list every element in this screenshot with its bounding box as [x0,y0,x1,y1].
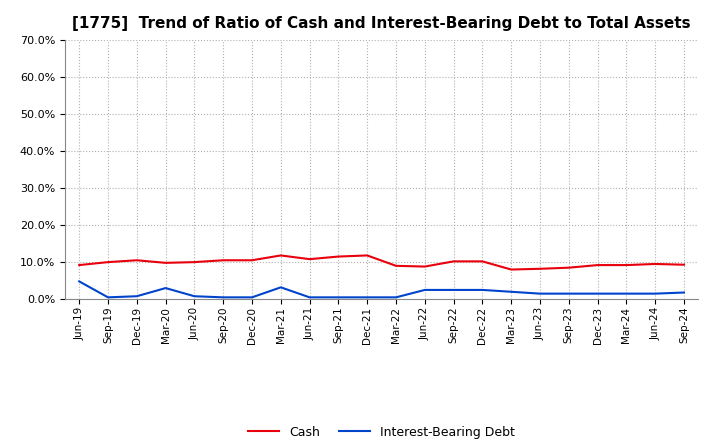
Interest-Bearing Debt [276,285,285,290]
Cash [161,260,170,265]
Interest-Bearing Debt [363,295,372,300]
Legend: Cash, Interest-Bearing Debt: Cash, Interest-Bearing Debt [243,421,520,440]
Cash [363,253,372,258]
Cash [420,264,429,269]
Interest-Bearing Debt [622,291,631,296]
Interest-Bearing Debt [478,287,487,293]
Interest-Bearing Debt [334,295,343,300]
Interest-Bearing Debt [536,291,544,296]
Cash [593,262,602,268]
Interest-Bearing Debt [132,293,141,299]
Interest-Bearing Debt [392,295,400,300]
Interest-Bearing Debt [161,286,170,291]
Cash [334,254,343,259]
Line: Interest-Bearing Debt: Interest-Bearing Debt [79,282,684,297]
Interest-Bearing Debt [564,291,573,296]
Interest-Bearing Debt [651,291,660,296]
Interest-Bearing Debt [449,287,458,293]
Cash [680,262,688,268]
Title: [1775]  Trend of Ratio of Cash and Interest-Bearing Debt to Total Assets: [1775] Trend of Ratio of Cash and Intere… [72,16,691,32]
Cash [248,258,256,263]
Cash [449,259,458,264]
Interest-Bearing Debt [190,293,199,299]
Cash [104,260,112,265]
Cash [478,259,487,264]
Interest-Bearing Debt [680,290,688,295]
Cash [622,262,631,268]
Interest-Bearing Debt [75,279,84,284]
Interest-Bearing Debt [507,289,516,294]
Cash [507,267,516,272]
Interest-Bearing Debt [104,295,112,300]
Interest-Bearing Debt [219,295,228,300]
Cash [536,266,544,271]
Cash [651,261,660,267]
Interest-Bearing Debt [305,295,314,300]
Cash [276,253,285,258]
Interest-Bearing Debt [420,287,429,293]
Cash [564,265,573,270]
Cash [190,260,199,265]
Interest-Bearing Debt [593,291,602,296]
Cash [132,258,141,263]
Cash [305,257,314,262]
Cash [392,263,400,268]
Interest-Bearing Debt [248,295,256,300]
Cash [75,262,84,268]
Cash [219,258,228,263]
Line: Cash: Cash [79,256,684,270]
